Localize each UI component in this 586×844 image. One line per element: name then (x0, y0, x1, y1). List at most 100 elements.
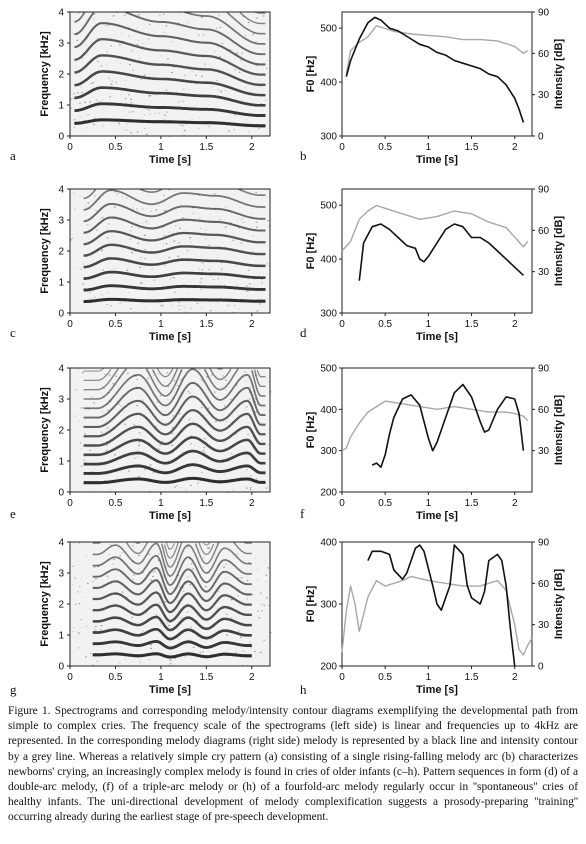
noise-dot (108, 24, 110, 26)
harmonic-line (165, 541, 211, 550)
noise-dot (114, 454, 116, 456)
noise-dot (102, 269, 104, 271)
noise-dot (247, 270, 249, 273)
noise-dot (73, 92, 75, 95)
noise-dot (245, 380, 247, 382)
noise-dot (219, 90, 222, 92)
noise-dot (153, 472, 156, 474)
noise-dot (236, 52, 239, 54)
noise-dot (198, 127, 200, 129)
noise-dot (189, 237, 192, 239)
noise-dot (248, 398, 251, 400)
panel-label-e: e (10, 506, 16, 521)
noise-dot (198, 117, 201, 119)
noise-dot (225, 563, 227, 565)
harmonic-bands (92, 541, 252, 659)
noise-dot (202, 651, 204, 653)
noise-dot (144, 468, 146, 471)
harmonic-line (92, 603, 252, 623)
noise-dot (141, 282, 143, 284)
noise-dot (106, 444, 108, 447)
noise-dot (149, 431, 152, 433)
noise-dot (181, 604, 183, 606)
noise-dot (268, 481, 270, 483)
y-axis-title-right: Intensity [dB] (553, 216, 565, 287)
x-tick-label: 1 (426, 498, 432, 509)
noise-dot (95, 99, 98, 101)
noise-dot (233, 113, 236, 115)
noise-dot (150, 210, 153, 212)
x-tick-label: 2 (512, 319, 518, 330)
harmonic-line (226, 12, 266, 35)
noise-dot (215, 420, 217, 423)
noise-dot (107, 292, 110, 294)
plot-frame (341, 11, 533, 137)
noise-dot (228, 304, 231, 306)
noise-dot (122, 27, 124, 29)
y-tick-label-left: 500 (320, 201, 337, 212)
noise-dot (264, 75, 266, 77)
noise-dot (224, 206, 227, 208)
x-axis-title: Time [s] (416, 331, 458, 343)
noise-dot (106, 64, 108, 66)
noise-dot (192, 248, 195, 250)
y-axis-title-left: F0 [Hz] (305, 232, 317, 269)
noise-dot (198, 217, 201, 219)
noise-dot (255, 291, 258, 293)
noise-dot (255, 17, 258, 19)
harmonic-line (83, 216, 266, 234)
noise-dot (200, 278, 203, 280)
noise-dot (124, 658, 126, 660)
x-tick-label: 0 (67, 672, 73, 683)
noise-dot (87, 392, 89, 394)
noise-dot (230, 453, 233, 455)
noise-dot (181, 100, 184, 102)
harmonic-line (83, 381, 266, 419)
noise-dot (257, 610, 259, 612)
noise-dot (157, 373, 160, 375)
noise-dot (180, 486, 182, 489)
noise-dot (250, 251, 253, 253)
noise-dot (199, 369, 201, 371)
noise-dot (261, 413, 264, 415)
harmonic-line (83, 368, 266, 400)
noise-dot (179, 124, 181, 126)
noise-dot (268, 311, 270, 313)
noise-dot (229, 398, 232, 400)
noise-dot (159, 14, 161, 16)
noise-dot (73, 192, 75, 194)
noise-dot (167, 386, 170, 388)
melody-chart-b: 300 400 500 0 30 60 90 0 0.5 1 1.5 2 Time [s] F0 [Hz]… (300, 6, 580, 167)
noise-dot (245, 576, 247, 578)
noise-dot (130, 609, 133, 611)
noise-dot (179, 608, 182, 611)
noise-dot (208, 125, 211, 128)
noise-dot (245, 406, 248, 408)
noise-dot (227, 305, 229, 307)
y-tick-label-left: 400 (320, 78, 337, 89)
noise-dot (252, 235, 254, 237)
noise-dot (186, 576, 189, 578)
noise-dot (240, 242, 243, 244)
noise-dot (208, 104, 210, 106)
noise-dot (109, 544, 112, 546)
noise-dot (269, 632, 272, 634)
noise-dot (266, 216, 268, 218)
noise-dot (90, 298, 92, 300)
harmonic-line (83, 257, 266, 269)
y-tick-label-left: 300 (320, 309, 337, 320)
noise-dot (125, 197, 128, 199)
noise-dot (100, 625, 103, 627)
noise-dot (72, 565, 74, 567)
noise-dot (130, 102, 133, 104)
noise-dot (109, 489, 111, 491)
x-axis-title: Time [s] (149, 684, 191, 696)
noise-dot (173, 270, 176, 272)
noise-dot (155, 209, 157, 211)
noise-dot (114, 268, 117, 270)
noise-dot (125, 129, 128, 131)
noise-dot (124, 14, 126, 16)
noise-dot (194, 105, 197, 107)
noise-dot (198, 34, 200, 36)
noise-dot (110, 435, 112, 437)
